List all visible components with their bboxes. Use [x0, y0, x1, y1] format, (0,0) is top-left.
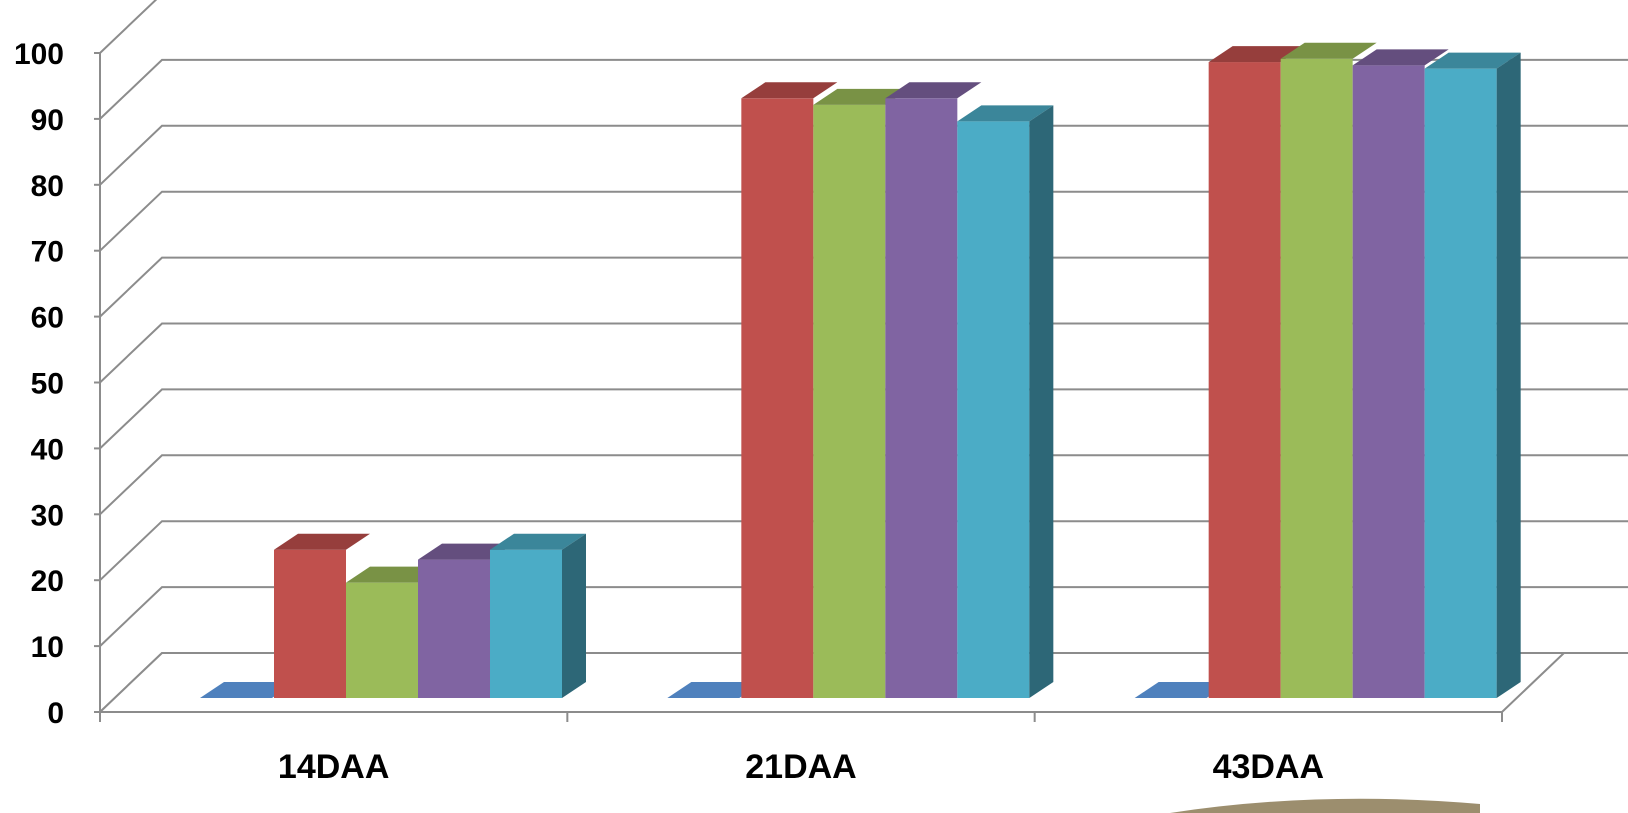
bar	[667, 682, 764, 698]
decorative-swoosh	[1170, 798, 1480, 813]
bar	[885, 82, 982, 698]
bar	[1352, 49, 1449, 699]
gridline	[99, 322, 1628, 384]
y-tick-label: 30	[31, 499, 64, 532]
bar	[1424, 52, 1521, 698]
gridline	[99, 520, 1628, 581]
bar	[274, 533, 370, 698]
bar	[741, 82, 838, 698]
y-tick-label: 10	[31, 631, 64, 664]
gridline	[99, 586, 1628, 647]
bar	[1280, 42, 1377, 698]
gridline	[99, 454, 1628, 516]
bar	[1134, 682, 1231, 698]
x-category-label: 43DAA	[1213, 748, 1324, 786]
y-tick-label: 80	[31, 170, 64, 203]
y-tick-label: 90	[31, 104, 64, 137]
bar	[200, 682, 296, 698]
bar	[1208, 46, 1305, 698]
bar	[490, 533, 586, 698]
gridline	[99, 124, 1628, 186]
bar	[346, 566, 442, 698]
bar	[957, 105, 1054, 698]
x-category-label: 14DAA	[278, 748, 389, 786]
y-tick-label: 50	[31, 368, 64, 401]
gridline	[99, 388, 1628, 450]
y-tick-label: 40	[31, 433, 64, 466]
gridline	[99, 58, 1628, 120]
y-tick-label: 0	[47, 697, 64, 730]
y-tick-label: 70	[31, 236, 64, 269]
bars	[200, 42, 1521, 699]
gridlines	[99, 0, 1628, 713]
x-category-label: 21DAA	[745, 748, 856, 786]
bar	[418, 543, 514, 698]
y-tick-label: 60	[31, 302, 64, 335]
bar	[813, 88, 910, 698]
y-tick-label: 100	[14, 38, 64, 71]
y-axis-ticks: 0 10 20 30 40 50 60 70 80 90 100	[14, 38, 100, 730]
gridline	[99, 256, 1628, 318]
x-axis-labels: 14DAA 21DAA 43DAA	[278, 748, 1324, 786]
y-tick-label: 20	[31, 565, 64, 598]
gridline	[99, 0, 158, 54]
gridline	[99, 190, 1628, 252]
